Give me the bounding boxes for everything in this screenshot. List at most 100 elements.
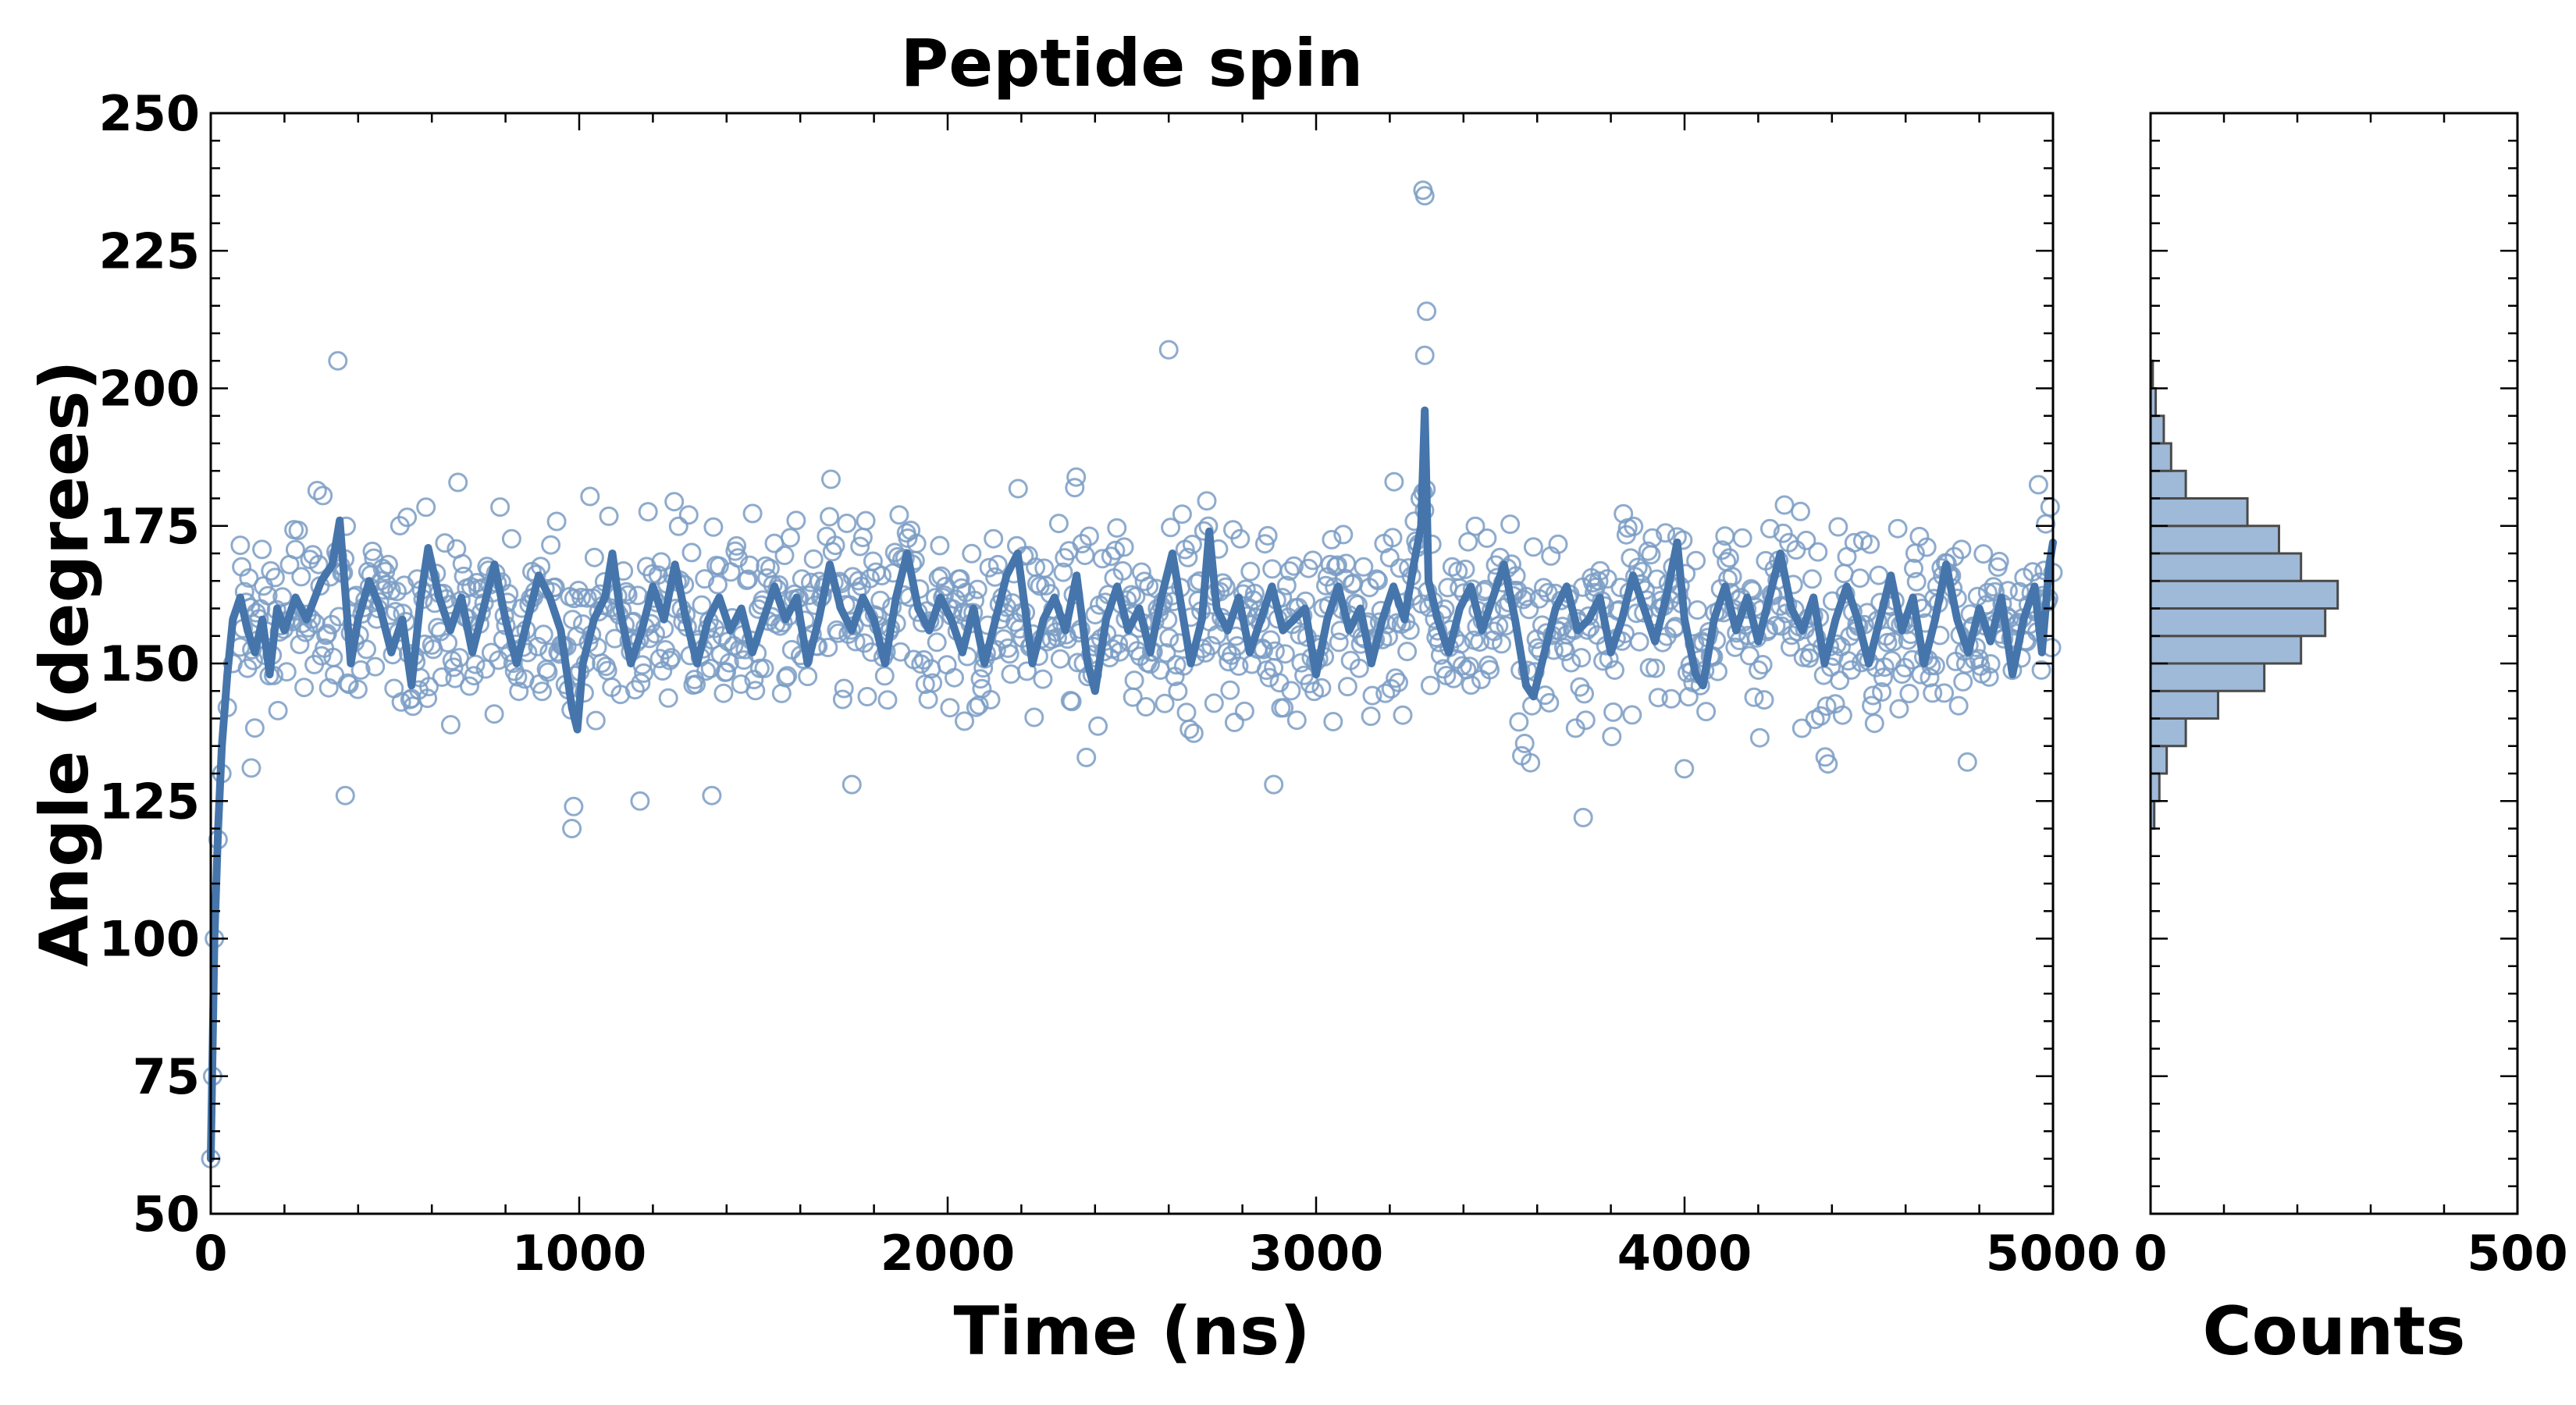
scatter-point xyxy=(1998,581,2018,601)
scatter-point xyxy=(599,506,619,526)
scatter-point xyxy=(1275,644,1295,664)
scatter-point xyxy=(538,662,558,682)
scatter-point xyxy=(850,536,870,557)
histogram-plot: 0 500 xyxy=(2133,112,2568,1282)
scatter-point xyxy=(1105,540,1126,560)
scatter-point xyxy=(927,632,947,653)
scatter-point xyxy=(1732,528,1752,548)
scatter-point xyxy=(1284,556,1304,576)
scatter-point xyxy=(1889,699,1909,719)
scatter-point xyxy=(1048,514,1069,534)
scatter-point xyxy=(1678,687,1699,707)
scatter-point xyxy=(465,654,486,674)
scatter-point xyxy=(239,568,259,588)
scatter-point xyxy=(1860,534,1880,554)
scatter-point xyxy=(1367,569,1387,589)
scatter-point xyxy=(1178,547,1198,567)
scatter-point xyxy=(290,635,310,655)
histogram-bar xyxy=(2149,717,2187,748)
scatter-point xyxy=(533,624,553,645)
scatter-point xyxy=(1477,528,1497,548)
scatter-point xyxy=(901,521,921,540)
scatter-point xyxy=(308,554,329,574)
scatter-point xyxy=(1739,646,1759,666)
scatter-point xyxy=(630,791,650,811)
scatter-point xyxy=(1754,690,1774,710)
scatter-point xyxy=(1101,546,1121,567)
scatter-point xyxy=(244,718,265,738)
histogram-bar xyxy=(2149,745,2169,775)
scatter-point xyxy=(317,624,337,644)
scatter-point xyxy=(450,648,469,668)
scatter-point xyxy=(1452,656,1472,676)
main-tick-labels: 0 1000 2000 3000 4000 5000 50 75 100 125 150 175 200… xyxy=(99,85,2121,1282)
scatter-point xyxy=(798,667,818,687)
scatter-point xyxy=(668,516,688,536)
scatter-point xyxy=(1674,759,1695,779)
scatter-point xyxy=(1759,518,1780,539)
scatter-point xyxy=(872,566,892,585)
scatter-point xyxy=(2009,582,2030,602)
scatter-point xyxy=(658,688,678,708)
scatter-point xyxy=(1509,712,1529,732)
scatter-point xyxy=(1934,683,1955,703)
scatter-point xyxy=(1384,471,1404,492)
scatter-point xyxy=(1066,467,1087,487)
scatter-point xyxy=(1873,667,1893,688)
scatter-point xyxy=(452,553,472,574)
scatter-point xyxy=(391,692,411,712)
scatter-point xyxy=(1065,478,1085,498)
scatter-point xyxy=(1417,301,1437,322)
scatter-point xyxy=(821,469,841,489)
scatter-point xyxy=(313,486,333,506)
scatter-point xyxy=(265,567,285,588)
scatter-point xyxy=(967,579,987,599)
y-tick-label: 50 xyxy=(133,1186,200,1243)
scatter-point xyxy=(857,687,877,706)
scatter-point xyxy=(1622,705,1642,725)
scatter-point xyxy=(1773,523,1793,543)
scatter-point xyxy=(1977,582,1998,603)
scatter-point xyxy=(847,582,867,602)
scatter-point xyxy=(1573,807,1593,827)
scatter-point xyxy=(440,715,461,735)
main-plot: 0 1000 2000 3000 4000 5000 50 75 100 125 150 175 200… xyxy=(99,85,2121,1282)
scatter-point xyxy=(1923,683,1943,703)
x-tick-label: 1000 xyxy=(512,1225,647,1282)
scatter-point xyxy=(803,549,824,569)
scatter-point xyxy=(337,673,358,693)
scatter-point xyxy=(1656,523,1676,543)
scatter-point xyxy=(1108,634,1129,654)
scatter-point xyxy=(584,547,604,567)
scatter-point xyxy=(1752,655,1773,674)
scatter-point xyxy=(546,511,567,532)
scatter-point xyxy=(1048,628,1067,648)
scatter-point xyxy=(1603,702,1624,722)
scatter-point xyxy=(1027,574,1047,594)
scatter-point xyxy=(877,690,898,710)
scatter-point xyxy=(1159,628,1179,648)
scatter-point xyxy=(962,543,982,564)
scatter-point xyxy=(625,680,645,700)
scatter-point xyxy=(464,666,484,686)
scatter-point xyxy=(1179,719,1200,739)
scatter-point xyxy=(1816,696,1837,717)
scatter-point xyxy=(1832,705,1852,725)
scatter-point xyxy=(1696,702,1717,722)
scatter-point xyxy=(307,481,327,500)
scatter-point xyxy=(1766,616,1786,635)
scatter-point xyxy=(448,472,468,493)
histogram-bar xyxy=(2149,579,2339,610)
scatter-point xyxy=(258,585,278,606)
main-plot-area xyxy=(211,113,2053,1214)
y-axis-label: Angle (degrees) xyxy=(26,360,104,966)
scatter-point xyxy=(945,667,964,688)
histogram-bar xyxy=(2149,442,2172,472)
scatter-point xyxy=(580,486,600,507)
scatter-point xyxy=(241,758,262,778)
main-plot-frame xyxy=(209,112,2055,1215)
scatter-point xyxy=(362,541,382,561)
scatter-point xyxy=(1389,672,1408,692)
scatter-point xyxy=(834,678,854,699)
scatter-point xyxy=(1828,517,1848,537)
